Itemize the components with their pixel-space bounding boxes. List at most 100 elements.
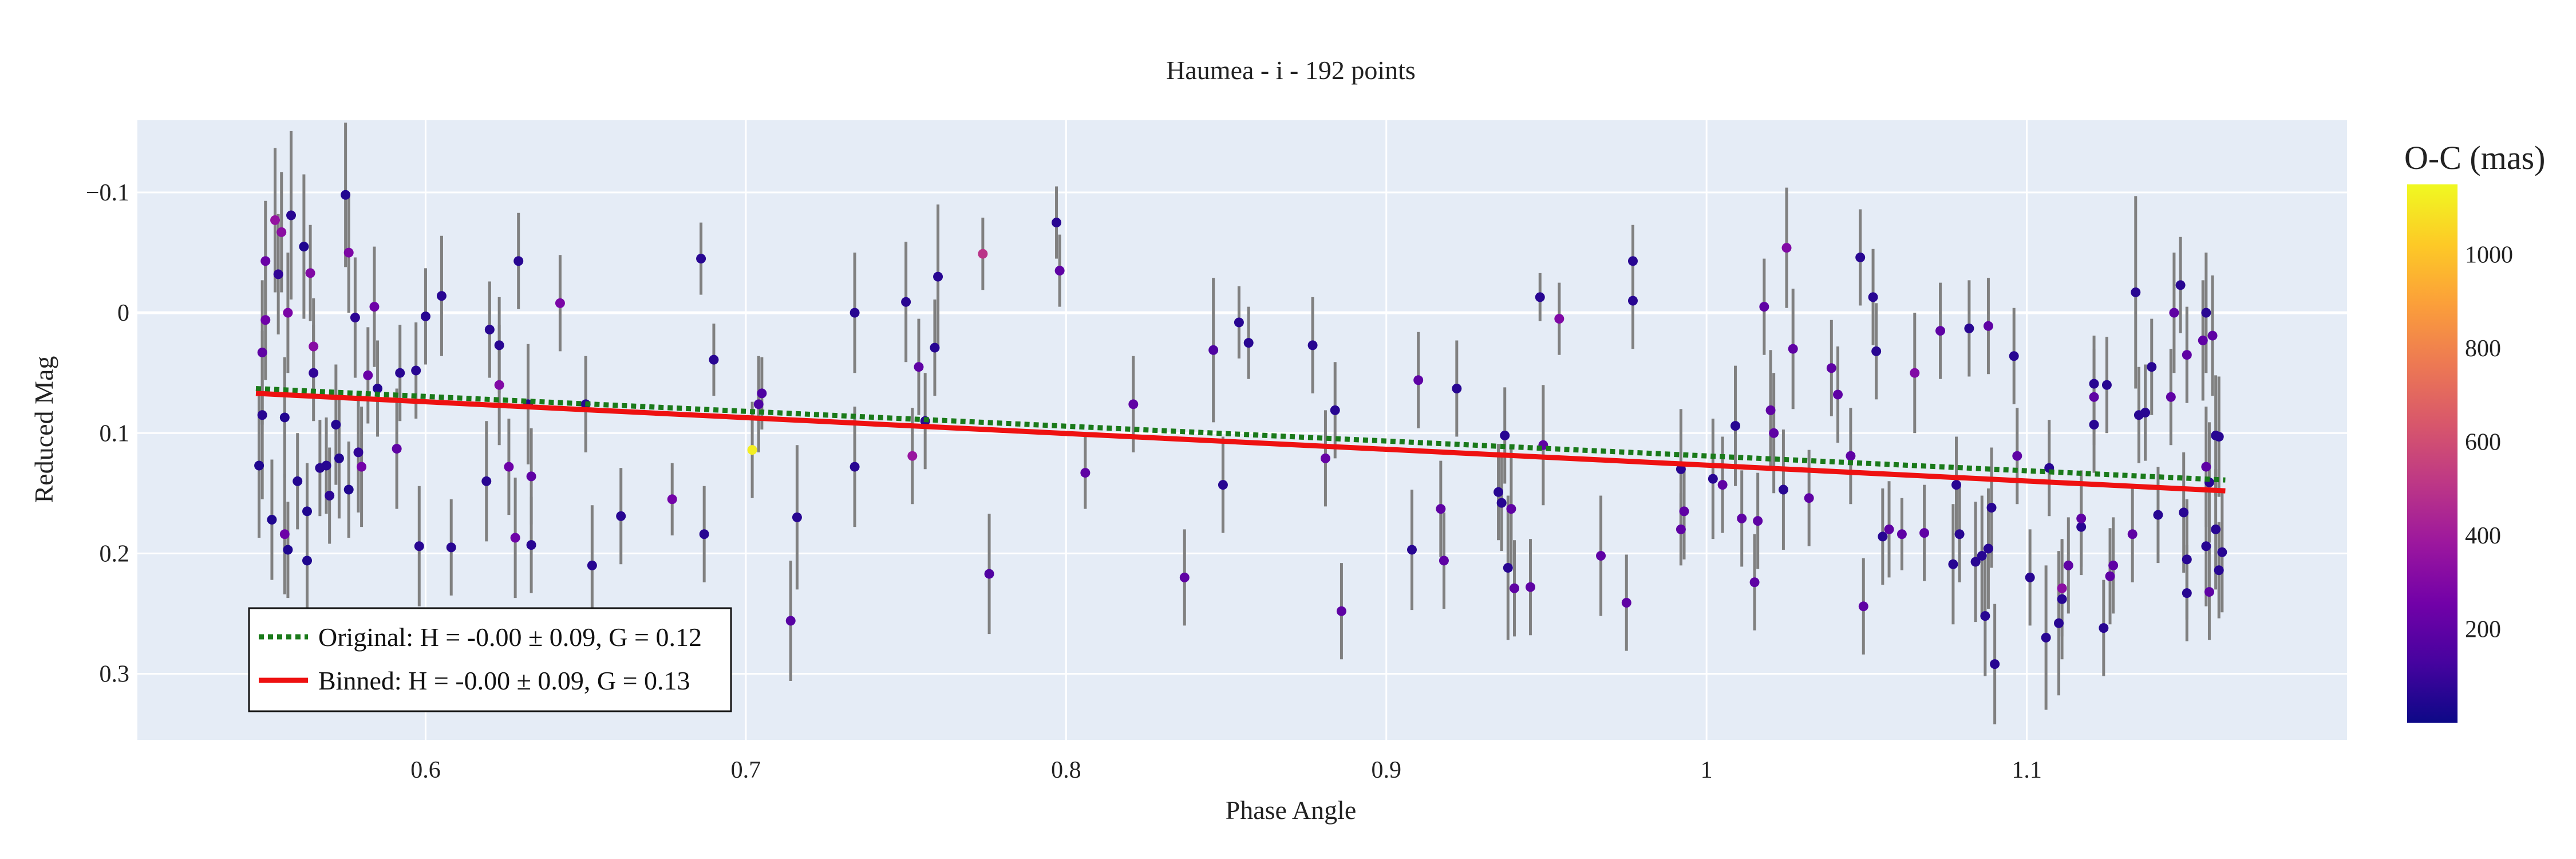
- data-point: [2089, 420, 2099, 430]
- data-point: [411, 365, 421, 376]
- data-point: [1676, 464, 1686, 474]
- data-point: [1708, 474, 1718, 484]
- data-point: [1778, 484, 1788, 495]
- data-point: [299, 242, 309, 252]
- data-point: [2009, 351, 2019, 361]
- data-point: [709, 354, 719, 365]
- data-point: [309, 341, 319, 352]
- data-point: [357, 462, 367, 472]
- data-point: [293, 476, 303, 486]
- data-point: [2166, 392, 2176, 402]
- x-tick-label: 0.7: [731, 757, 761, 783]
- data-point: [1676, 524, 1686, 534]
- data-point: [1179, 572, 1190, 582]
- data-point: [1826, 363, 1836, 373]
- data-point: [1935, 326, 1946, 336]
- data-point: [1503, 563, 1513, 573]
- x-tick-label: 1: [1701, 757, 1713, 783]
- data-point: [414, 541, 424, 551]
- data-point: [2041, 632, 2051, 643]
- data-point: [2169, 308, 2179, 318]
- data-point: [2217, 547, 2227, 557]
- data-point: [1336, 606, 1346, 616]
- data-point: [257, 410, 267, 420]
- data-point: [446, 542, 456, 553]
- data-point: [1868, 292, 1878, 302]
- data-point: [1964, 323, 1974, 333]
- data-point: [1627, 256, 1638, 266]
- data-point: [273, 269, 283, 279]
- data-point: [2057, 583, 2067, 593]
- colorbar-tick-label: 800: [2465, 336, 2501, 362]
- data-point: [1234, 317, 1244, 328]
- data-point: [696, 254, 706, 264]
- data-point: [1525, 582, 1535, 592]
- colorbar-tick-label: 200: [2465, 617, 2501, 643]
- data-point: [1596, 551, 1606, 561]
- data-point: [2214, 432, 2224, 442]
- data-point: [1833, 389, 1843, 400]
- data-point: [283, 545, 293, 555]
- data-point: [526, 540, 536, 550]
- data-point: [1948, 559, 1958, 569]
- x-tick-label: 0.9: [1371, 757, 1401, 783]
- data-point: [1951, 480, 1962, 490]
- data-point: [1855, 253, 1866, 263]
- data-point: [2211, 524, 2221, 534]
- data-point: [325, 491, 335, 501]
- colorbar-tick-label: 400: [2465, 523, 2501, 549]
- data-point: [1753, 516, 1763, 526]
- data-point: [2101, 380, 2112, 390]
- data-point: [2207, 330, 2218, 341]
- data-point: [279, 412, 290, 423]
- data-point: [1919, 528, 1930, 538]
- data-point: [2105, 571, 2115, 581]
- y-tick-label: 0: [117, 300, 129, 326]
- data-point: [1730, 421, 1741, 431]
- data-point: [494, 340, 504, 350]
- x-tick-labels: 0.6 0.7 0.8 0.9 1 1.1: [410, 757, 2042, 783]
- data-point: [984, 569, 994, 579]
- data-point: [302, 506, 312, 517]
- data-point: [2198, 335, 2208, 345]
- data-point: [2076, 522, 2087, 532]
- data-point: [1884, 524, 1894, 534]
- data-point: [2147, 362, 2157, 372]
- data-point: [1804, 493, 1814, 503]
- data-point: [1128, 399, 1139, 409]
- data-point: [2204, 587, 2214, 597]
- data-point: [616, 511, 626, 521]
- data-point: [901, 297, 911, 307]
- data-point: [667, 494, 677, 505]
- data-point: [276, 227, 287, 237]
- y-tick-label: 0.1: [100, 420, 130, 447]
- data-point: [526, 471, 536, 482]
- data-point: [1990, 659, 2000, 669]
- data-point: [331, 420, 341, 430]
- data-point: [260, 256, 271, 266]
- data-point: [1769, 428, 1779, 438]
- data-point: [785, 616, 796, 626]
- data-point: [1980, 611, 1990, 621]
- data-point: [309, 368, 319, 378]
- colorbar: O-C (mas) 200 400 600 800 1000: [2404, 139, 2545, 723]
- data-point: [1413, 375, 1424, 385]
- data-point: [978, 249, 988, 259]
- data-point: [363, 370, 373, 380]
- data-point: [513, 256, 524, 266]
- legend-binned-label: Binned: H = -0.00 ± 0.09, G = 0.13: [318, 666, 690, 695]
- data-point: [1218, 480, 1228, 490]
- data-point: [757, 388, 767, 399]
- data-point: [1717, 480, 1728, 490]
- data-point: [1621, 597, 1631, 608]
- data-point: [350, 313, 360, 323]
- data-point: [587, 560, 597, 570]
- data-point: [369, 302, 380, 312]
- data-point: [2175, 280, 2186, 290]
- data-points: [254, 190, 2227, 669]
- x-tick-label: 0.8: [1051, 757, 1081, 783]
- data-point: [1330, 405, 1340, 415]
- data-point: [484, 325, 495, 335]
- data-point: [1871, 346, 1882, 356]
- y-tick-label: 0.3: [100, 661, 130, 687]
